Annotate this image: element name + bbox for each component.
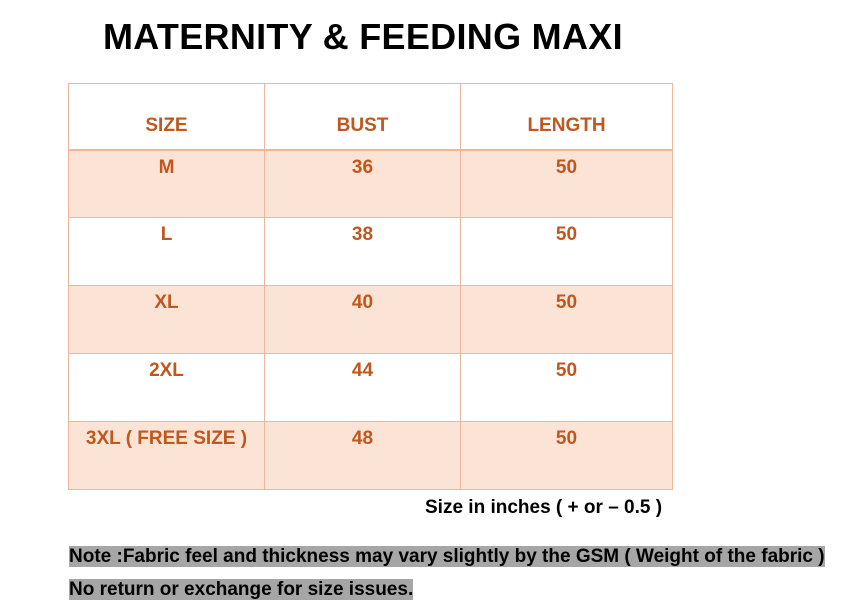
cell-bust: 36 bbox=[264, 149, 461, 218]
cell-size: M bbox=[68, 149, 265, 218]
table-row: 3XL ( FREE SIZE ) 48 50 bbox=[68, 421, 673, 490]
cell-length: 50 bbox=[460, 421, 673, 490]
cell-length: 50 bbox=[460, 149, 673, 218]
header-bust: BUST bbox=[264, 83, 461, 151]
cell-length: 50 bbox=[460, 353, 673, 422]
table-row: L 38 50 bbox=[68, 217, 673, 286]
table-row: M 36 50 bbox=[68, 149, 673, 218]
cell-bust: 44 bbox=[264, 353, 461, 422]
cell-size: 3XL ( FREE SIZE ) bbox=[68, 421, 265, 490]
cell-size: L bbox=[68, 217, 265, 286]
header-size: SIZE bbox=[68, 83, 265, 151]
cell-size: XL bbox=[68, 285, 265, 354]
cell-length: 50 bbox=[460, 217, 673, 286]
cell-bust: 48 bbox=[264, 421, 461, 490]
page-title: MATERNITY & FEEDING MAXI bbox=[103, 16, 623, 57]
table-row: 2XL 44 50 bbox=[68, 353, 673, 422]
table-header-row: SIZE BUST LENGTH bbox=[68, 83, 673, 151]
table-row: XL 40 50 bbox=[68, 285, 673, 354]
fabric-note: Note :Fabric feel and thickness may vary… bbox=[69, 540, 829, 606]
size-chart-table: SIZE BUST LENGTH M 36 50 L 38 50 XL 40 5… bbox=[68, 83, 673, 490]
cell-bust: 40 bbox=[264, 285, 461, 354]
header-length: LENGTH bbox=[460, 83, 673, 151]
cell-bust: 38 bbox=[264, 217, 461, 286]
cell-size: 2XL bbox=[68, 353, 265, 422]
measurement-note: Size in inches ( + or – 0.5 ) bbox=[425, 497, 663, 518]
cell-length: 50 bbox=[460, 285, 673, 354]
fabric-note-text: Note :Fabric feel and thickness may vary… bbox=[69, 546, 825, 600]
